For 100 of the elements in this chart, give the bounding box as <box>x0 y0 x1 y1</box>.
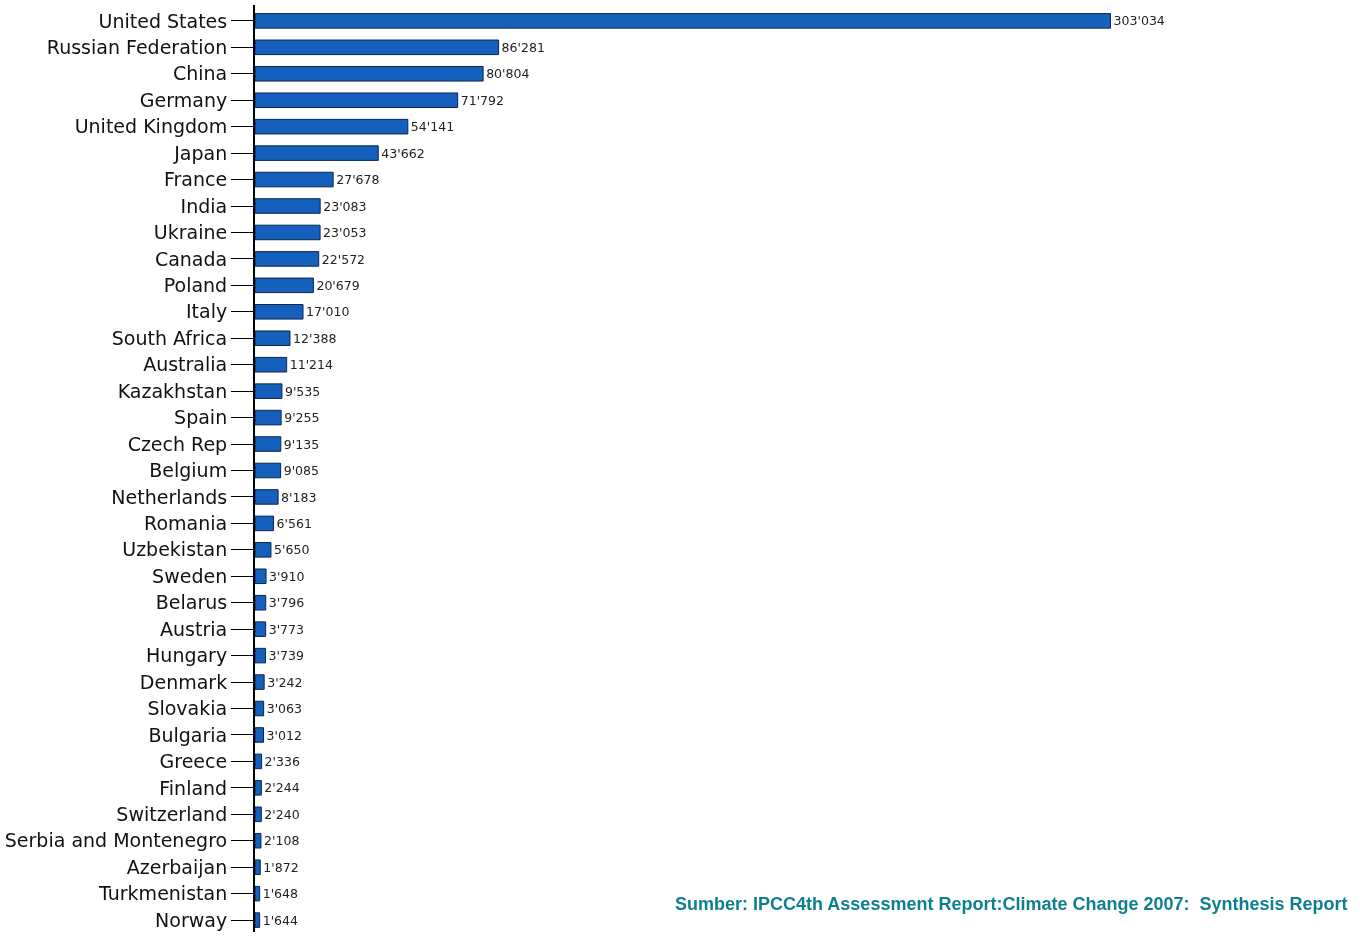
y-tick-label: Switzerland <box>116 802 228 825</box>
bar <box>255 621 267 637</box>
y-tick-label: Belarus <box>155 591 228 614</box>
data-label: 9'085 <box>283 463 320 479</box>
data-label: 2'336 <box>264 754 300 770</box>
data-label: 2'108 <box>263 833 300 849</box>
data-label: 3'012 <box>266 727 302 743</box>
y-tick-label: Australia <box>143 353 228 376</box>
bar <box>255 780 262 796</box>
data-label: 11'214 <box>289 357 334 373</box>
data-label: 12'388 <box>293 330 337 346</box>
annotation: Sumber: IPCC4th Assessment Report:Climate Change 2007: Synthesis Report <box>675 894 1348 914</box>
bar <box>255 436 282 452</box>
y-tick-label: Norway <box>155 908 228 931</box>
y-tick-label: Romania <box>144 512 228 535</box>
y-tick-label: Italy <box>185 300 228 323</box>
y-tick-label: Netherlands <box>111 485 228 508</box>
data-label: 23'053 <box>323 225 367 241</box>
bar <box>255 674 265 690</box>
bar <box>255 224 321 241</box>
bar <box>255 647 267 664</box>
data-label: 3'773 <box>268 621 305 637</box>
bar <box>255 700 265 717</box>
y-tick-label: Bulgaria <box>148 723 228 746</box>
y-tick-label: United States <box>98 9 228 32</box>
data-label: 27'678 <box>336 172 380 188</box>
bar <box>255 568 267 585</box>
bar <box>255 885 261 902</box>
data-label: 43'662 <box>381 145 425 161</box>
data-label: 2'240 <box>264 806 300 822</box>
bar <box>255 198 321 214</box>
data-label: 5'650 <box>273 542 310 558</box>
y-tick-label: Austria <box>160 617 228 640</box>
data-label: 71'792 <box>460 92 505 108</box>
y-tick-label: Hungary <box>146 644 228 667</box>
y-tick-label: Canada <box>154 247 228 270</box>
data-label: 303'034 <box>1113 13 1165 29</box>
bar <box>255 92 459 108</box>
bar <box>255 356 288 373</box>
data-label: 20'679 <box>316 277 360 293</box>
data-label: 17'010 <box>306 304 350 320</box>
bar <box>255 304 304 320</box>
data-label: 2'244 <box>264 780 300 796</box>
y-tick-label: Azerbaijan <box>126 855 228 878</box>
data-label: 3'739 <box>268 648 304 664</box>
data-label: 1'872 <box>263 859 299 875</box>
bar <box>255 171 334 188</box>
y-tick-label: Denmark <box>139 670 228 693</box>
y-tick-label: Poland <box>163 274 228 296</box>
bar <box>255 13 1111 29</box>
y-tick-label: Sweden <box>152 564 228 587</box>
bar <box>255 542 272 558</box>
bar <box>255 489 279 505</box>
y-tick-label: Czech Rep <box>127 432 228 455</box>
bar <box>255 118 409 135</box>
y-tick-label: Greece <box>159 750 228 773</box>
bar <box>255 277 314 294</box>
y-tick-label: United Kingdom <box>74 115 228 138</box>
y-tick-label: Japan <box>173 141 228 164</box>
y-tick-label: Ukraine <box>153 221 228 244</box>
y-tick-label: Uzbekistan <box>122 538 228 561</box>
data-label: 80'804 <box>486 66 530 82</box>
y-tick-label: Belgium <box>149 459 228 482</box>
y-tick-label: France <box>164 168 228 191</box>
bar <box>255 383 283 399</box>
y-tick-label: India <box>180 194 228 217</box>
y-tick-label: Finland <box>159 776 228 799</box>
data-label: 3'063 <box>266 701 303 717</box>
bar <box>255 409 282 426</box>
data-label: 9'535 <box>284 383 321 399</box>
y-tick-label: Serbia and Montenegro <box>4 829 228 852</box>
data-label: 22'572 <box>321 251 366 267</box>
y-tick-label: Germany <box>139 88 228 111</box>
bar <box>255 859 261 875</box>
bar <box>255 462 282 479</box>
data-label: 23'083 <box>323 198 367 214</box>
y-tick-label: South Africa <box>111 326 228 349</box>
data-label: 6'561 <box>276 516 312 532</box>
y-tick-label: China <box>172 62 228 85</box>
bar <box>255 39 500 56</box>
data-label: 86'281 <box>501 39 545 55</box>
y-tick-label: Russian Federation <box>46 35 228 58</box>
bar <box>255 145 379 161</box>
data-label: 8'183 <box>281 489 317 505</box>
bar <box>255 515 275 532</box>
data-label: 3'910 <box>269 568 305 584</box>
y-tick-label: Slovakia <box>147 697 228 720</box>
bar <box>255 727 264 743</box>
bar <box>255 832 262 849</box>
bar <box>255 251 320 267</box>
data-label: 54'141 <box>410 119 455 135</box>
data-label: 3'242 <box>267 674 303 690</box>
y-tick-label: Spain <box>174 406 228 429</box>
bar <box>255 806 262 823</box>
bar <box>255 912 261 928</box>
bar <box>255 594 267 611</box>
data-label: 1'644 <box>262 912 299 928</box>
y-tick-label: Kazakhstan <box>117 379 228 402</box>
bar <box>255 753 263 770</box>
bar <box>255 330 291 347</box>
